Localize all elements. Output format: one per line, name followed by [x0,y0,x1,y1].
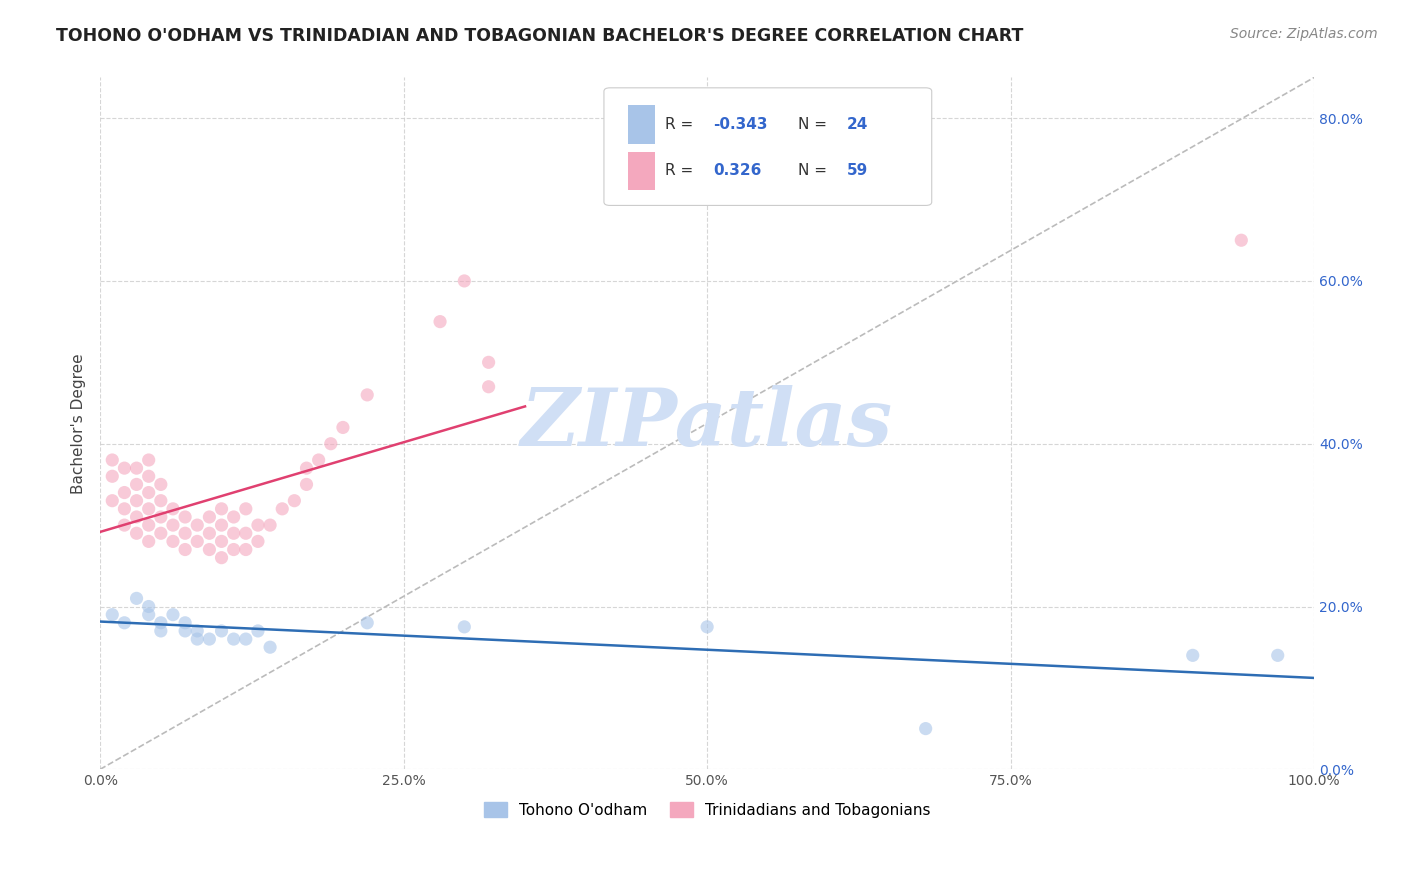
Point [198,632,221,646]
Point [186,534,208,549]
Point [235,501,257,516]
Point [283,493,305,508]
Point [222,632,245,646]
Text: 59: 59 [846,163,868,178]
Point [319,436,342,450]
Point [222,510,245,524]
Point [162,518,184,533]
Point [295,477,318,491]
Point [138,485,160,500]
Point [138,469,160,483]
Point [112,518,135,533]
Text: R =: R = [665,163,697,178]
Point [149,526,172,541]
Point [125,477,148,491]
Point [914,722,936,736]
Point [149,615,172,630]
Point [174,615,197,630]
Point [174,624,197,638]
Point [246,534,269,549]
Point [271,501,294,516]
Point [356,388,378,402]
Point [186,632,208,646]
Point [149,493,172,508]
Point [356,615,378,630]
FancyBboxPatch shape [605,87,932,205]
Point [138,453,160,467]
Point [101,607,124,622]
Point [453,274,475,288]
Point [138,501,160,516]
Point [162,501,184,516]
Point [478,355,501,369]
Point [138,518,160,533]
Point [125,591,148,606]
Point [125,510,148,524]
Point [222,526,245,541]
Point [101,469,124,483]
Point [112,501,135,516]
Text: ZIPatlas: ZIPatlas [522,384,893,462]
Point [259,640,281,655]
Point [259,518,281,533]
Point [211,534,233,549]
Point [211,518,233,533]
FancyBboxPatch shape [628,152,655,190]
Point [138,534,160,549]
Point [186,518,208,533]
Text: N =: N = [799,163,832,178]
Point [235,542,257,557]
Text: -0.343: -0.343 [713,117,768,132]
Point [246,624,269,638]
Point [1267,648,1289,663]
Point [308,453,330,467]
Legend: Tohono O'odham, Trinidadians and Tobagonians: Tohono O'odham, Trinidadians and Tobagon… [478,796,936,824]
Point [211,550,233,565]
Point [125,526,148,541]
Point [198,510,221,524]
Point [235,632,257,646]
Point [186,624,208,638]
Point [162,607,184,622]
Point [174,526,197,541]
Point [696,620,718,634]
Point [125,461,148,475]
Point [198,542,221,557]
Point [149,477,172,491]
Point [138,599,160,614]
Point [162,534,184,549]
Point [174,510,197,524]
Point [198,526,221,541]
Point [101,453,124,467]
Point [211,501,233,516]
Point [1181,648,1204,663]
Point [125,493,148,508]
Text: N =: N = [799,117,832,132]
Point [149,510,172,524]
Point [332,420,354,434]
FancyBboxPatch shape [628,105,655,144]
Point [453,620,475,634]
Text: TOHONO O'ODHAM VS TRINIDADIAN AND TOBAGONIAN BACHELOR'S DEGREE CORRELATION CHART: TOHONO O'ODHAM VS TRINIDADIAN AND TOBAGO… [56,27,1024,45]
Point [295,461,318,475]
Y-axis label: Bachelor's Degree: Bachelor's Degree [72,353,86,493]
Point [478,380,501,394]
Point [246,518,269,533]
Point [112,485,135,500]
Text: 24: 24 [846,117,868,132]
Point [138,607,160,622]
Point [211,624,233,638]
Text: R =: R = [665,117,697,132]
Text: Source: ZipAtlas.com: Source: ZipAtlas.com [1230,27,1378,41]
Point [429,315,451,329]
Point [101,493,124,508]
Point [112,615,135,630]
Point [149,624,172,638]
Point [1230,233,1253,247]
Point [235,526,257,541]
Point [112,461,135,475]
Point [222,542,245,557]
Text: 0.326: 0.326 [713,163,762,178]
Point [174,542,197,557]
